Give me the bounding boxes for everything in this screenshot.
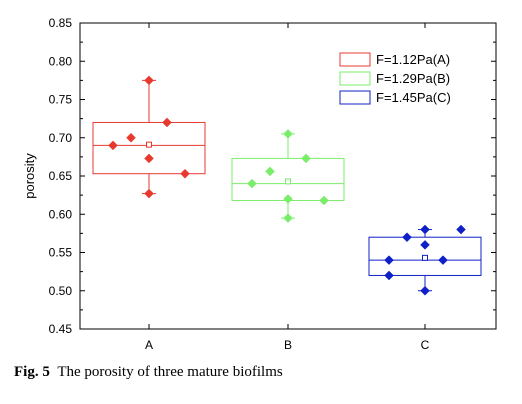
y-tick-label: 0.70 <box>49 131 73 145</box>
data-point-B <box>265 166 275 177</box>
axes: 0.45 0.50 0.55 0.60 0.65 0.70 0.75 0.80 0.85 A B C <box>49 16 496 352</box>
data-point-A <box>144 188 154 199</box>
x-tick-label: B <box>284 338 292 352</box>
mean-marker-A <box>146 141 152 148</box>
data-point-B <box>283 129 293 139</box>
y-tick-label: 0.60 <box>49 207 73 221</box>
y-tick-label: 0.55 <box>49 246 73 260</box>
y-tick-label: 0.85 <box>49 16 73 30</box>
y-tick-label: 0.75 <box>49 93 73 107</box>
data-point-C <box>420 285 430 296</box>
legend-label-A: F=1.12Pa(A) <box>376 52 450 67</box>
data-point-C <box>420 224 430 235</box>
mean-marker-C <box>422 254 428 261</box>
data-point-A <box>162 117 172 128</box>
legend-label-B: F=1.29Pa(B) <box>376 71 450 86</box>
data-point-B <box>301 153 311 164</box>
plot-frame <box>79 22 497 330</box>
figure-caption-label: Fig. 5 <box>14 364 50 380</box>
x-tick-label: C <box>421 338 430 352</box>
boxes <box>92 79 482 292</box>
data-point-A <box>180 168 190 179</box>
data-point-B <box>283 194 293 204</box>
mean-marker-B <box>285 178 291 185</box>
data-point-B <box>247 178 257 189</box>
legend-label-C: F=1.45Pa(C) <box>376 90 451 105</box>
legend-swatch-B <box>339 71 371 86</box>
legend-swatch-A <box>339 52 371 67</box>
box-A <box>92 121 206 175</box>
y-tick-label: 0.45 <box>49 322 73 336</box>
data-point-B <box>283 213 293 223</box>
y-tick-label: 0.50 <box>49 284 73 298</box>
legend: F=1.12Pa(A) F=1.29Pa(B) F=1.45Pa(C) <box>339 52 451 105</box>
data-point-C <box>384 255 394 266</box>
y-tick-label: 0.80 <box>49 54 73 68</box>
data-point-C <box>456 224 466 235</box>
data-point-C <box>384 270 394 281</box>
figure-caption-text: The porosity of three mature biofilms <box>57 364 283 380</box>
data-point-A <box>108 140 118 151</box>
data-point-C <box>420 239 430 250</box>
x-tick-label: A <box>145 338 153 352</box>
data-points <box>108 75 466 296</box>
data-point-C <box>438 255 448 266</box>
data-point-A <box>144 153 154 164</box>
y-axis-title: porosity <box>22 153 37 199</box>
legend-swatch-C <box>339 90 371 105</box>
figure-caption: Fig. 5 The porosity of three mature biof… <box>14 364 283 381</box>
y-tick-label: 0.65 <box>49 169 73 183</box>
data-point-A <box>126 132 136 143</box>
data-point-C <box>402 232 412 243</box>
data-point-A <box>144 75 154 86</box>
data-point-B <box>319 195 329 206</box>
